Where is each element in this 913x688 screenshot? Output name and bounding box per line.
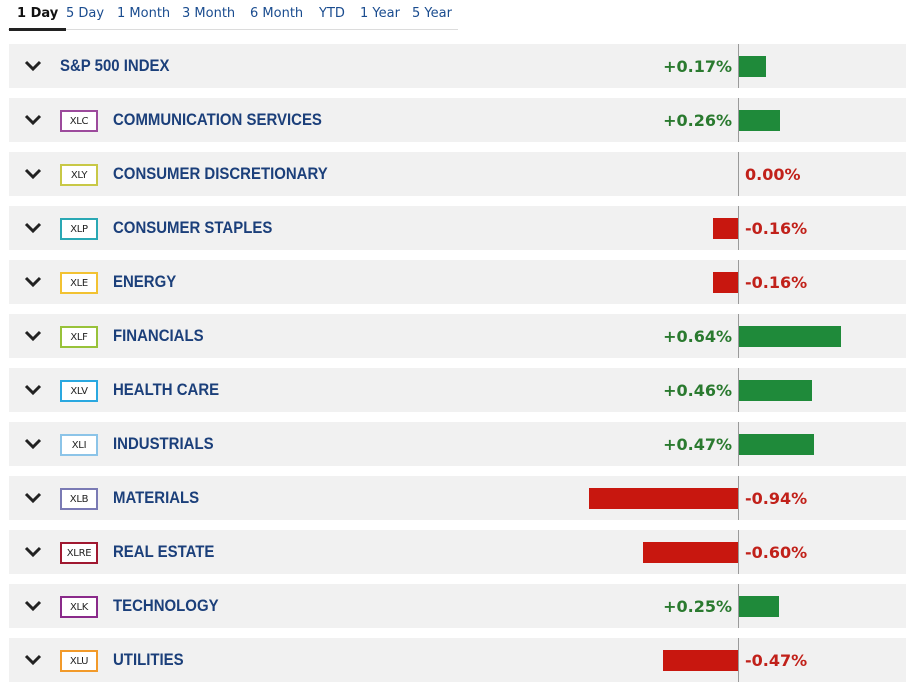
change-percent: -0.94% <box>745 489 808 508</box>
change-bar <box>642 542 738 563</box>
chevron-down-icon[interactable] <box>24 490 42 506</box>
sector-name: COMMUNICATION SERVICES <box>113 110 322 129</box>
change-percent: +0.47% <box>663 435 732 454</box>
period-tabs: 1 Day 5 Day 1 Month 3 Month 6 Month YTD … <box>8 0 458 31</box>
zero-axis-line <box>738 476 739 520</box>
change-bar <box>739 326 841 347</box>
zero-axis-line <box>738 260 739 304</box>
sector-row[interactable]: XLI INDUSTRIALS +0.47% <box>9 422 906 466</box>
change-percent: +0.17% <box>663 57 732 76</box>
change-percent: +0.64% <box>663 327 732 346</box>
ticker-badge: XLF <box>60 326 98 348</box>
change-percent: -0.16% <box>745 219 808 238</box>
change-percent: +0.26% <box>663 111 732 130</box>
ticker-badge: XLY <box>60 164 98 186</box>
change-percent: -0.16% <box>745 273 808 292</box>
tab-5-year[interactable]: 5 Year <box>412 6 452 21</box>
chevron-down-icon[interactable] <box>24 652 42 668</box>
sector-name: CONSUMER STAPLES <box>113 218 273 237</box>
sector-name: UTILITIES <box>113 650 184 669</box>
sector-name: MATERIALS <box>113 488 200 507</box>
ticker-badge: XLB <box>60 488 98 510</box>
change-bar <box>663 650 738 671</box>
change-percent: +0.25% <box>663 597 732 616</box>
sector-name: HEALTH CARE <box>113 380 220 399</box>
change-bar <box>739 110 781 131</box>
ticker-badge: XLU <box>60 650 98 672</box>
chevron-down-icon[interactable] <box>24 166 42 182</box>
change-bar <box>739 434 814 455</box>
tab-ytd[interactable]: YTD <box>319 6 345 21</box>
sector-row[interactable]: XLF FINANCIALS +0.64% <box>9 314 906 358</box>
zero-axis-line <box>738 638 739 682</box>
sector-row[interactable]: XLU UTILITIES -0.47% <box>9 638 906 682</box>
zero-axis-line <box>738 314 739 358</box>
sector-row[interactable]: XLRE REAL ESTATE -0.60% <box>9 530 906 574</box>
sector-row[interactable]: XLE ENERGY -0.16% <box>9 260 906 304</box>
zero-axis-line <box>738 152 739 196</box>
change-percent: -0.47% <box>745 651 808 670</box>
sector-name: TECHNOLOGY <box>113 596 219 615</box>
tab-6-month[interactable]: 6 Month <box>250 6 304 21</box>
ticker-badge: XLP <box>60 218 98 240</box>
zero-axis-line <box>738 44 739 88</box>
sector-name: S&P 500 INDEX <box>60 56 170 75</box>
sector-row[interactable]: XLC COMMUNICATION SERVICES +0.26% <box>9 98 906 142</box>
sector-row[interactable]: XLV HEALTH CARE +0.46% <box>9 368 906 412</box>
chevron-down-icon[interactable] <box>24 436 42 452</box>
sector-name: INDUSTRIALS <box>113 434 214 453</box>
change-bar <box>739 596 779 617</box>
chevron-down-icon[interactable] <box>24 328 42 344</box>
ticker-badge: XLV <box>60 380 98 402</box>
sector-name: FINANCIALS <box>113 326 204 345</box>
zero-axis-line <box>738 584 739 628</box>
chevron-down-icon[interactable] <box>24 220 42 236</box>
sector-name: ENERGY <box>113 272 177 291</box>
change-bar <box>588 488 738 509</box>
change-percent: 0.00% <box>745 165 801 184</box>
change-bar <box>712 272 738 293</box>
chevron-down-icon[interactable] <box>24 58 42 74</box>
sector-row[interactable]: XLP CONSUMER STAPLES -0.16% <box>9 206 906 250</box>
tab-3-month[interactable]: 3 Month <box>182 6 236 21</box>
zero-axis-line <box>738 530 739 574</box>
ticker-badge: XLRE <box>60 542 98 564</box>
tab-1-day[interactable]: 1 Day <box>8 6 67 31</box>
tab-1-month[interactable]: 1 Month <box>117 6 171 21</box>
zero-axis-line <box>738 98 739 142</box>
zero-axis-line <box>738 422 739 466</box>
chevron-down-icon[interactable] <box>24 274 42 290</box>
sector-row[interactable]: XLB MATERIALS -0.94% <box>9 476 906 520</box>
ticker-badge: XLE <box>60 272 98 294</box>
zero-axis-line <box>738 368 739 412</box>
zero-axis-line <box>738 206 739 250</box>
sector-row[interactable]: XLY CONSUMER DISCRETIONARY 0.00% <box>9 152 906 196</box>
chevron-down-icon[interactable] <box>24 112 42 128</box>
tab-5-day[interactable]: 5 Day <box>66 6 105 21</box>
change-bar <box>739 380 813 401</box>
change-percent: -0.60% <box>745 543 808 562</box>
change-percent: +0.46% <box>663 381 732 400</box>
chevron-down-icon[interactable] <box>24 598 42 614</box>
change-bar <box>712 218 738 239</box>
change-bar <box>739 56 767 77</box>
tab-1-year[interactable]: 1 Year <box>360 6 400 21</box>
sector-name: CONSUMER DISCRETIONARY <box>113 164 328 183</box>
chevron-down-icon[interactable] <box>24 382 42 398</box>
ticker-badge: XLI <box>60 434 98 456</box>
sector-name: REAL ESTATE <box>113 542 215 561</box>
ticker-badge: XLK <box>60 596 98 618</box>
sector-row[interactable]: S&P 500 INDEX +0.17% <box>9 44 906 88</box>
ticker-badge: XLC <box>60 110 98 132</box>
sector-row[interactable]: XLK TECHNOLOGY +0.25% <box>9 584 906 628</box>
chevron-down-icon[interactable] <box>24 544 42 560</box>
